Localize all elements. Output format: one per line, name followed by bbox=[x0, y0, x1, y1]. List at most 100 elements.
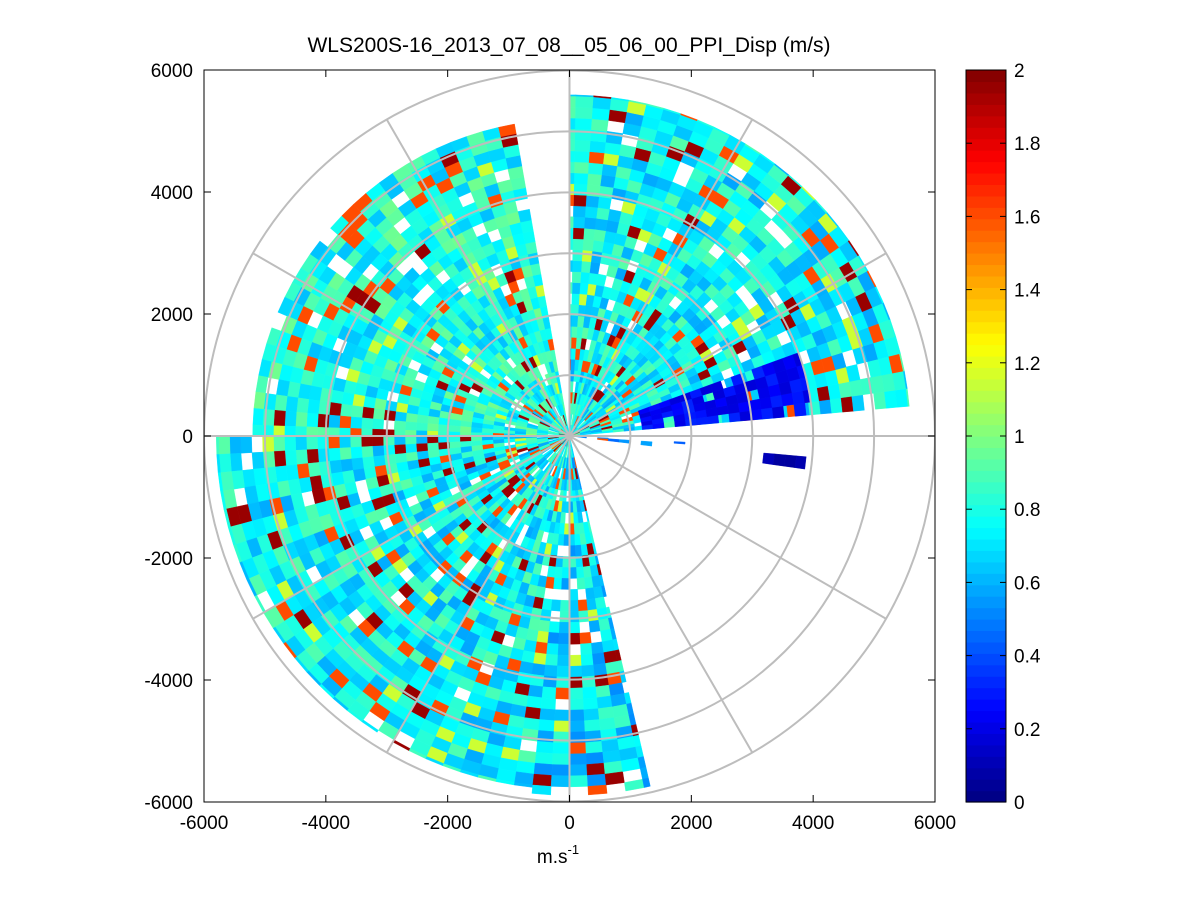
ppi-cell bbox=[588, 151, 605, 165]
ppi-cell bbox=[328, 427, 340, 437]
ppi-cell bbox=[569, 709, 585, 722]
ppi-cell bbox=[328, 402, 342, 417]
polar-grid-spoke bbox=[385, 118, 571, 437]
ppi-cell bbox=[578, 610, 590, 623]
colorbar-bin bbox=[966, 184, 1006, 197]
ppi-cell bbox=[604, 771, 625, 786]
ppi-cell bbox=[541, 686, 557, 700]
ppi-cell bbox=[593, 228, 606, 242]
ppi-cell bbox=[583, 697, 599, 710]
ppi-cell bbox=[607, 208, 622, 223]
ppi-cell bbox=[710, 380, 724, 393]
ppi-cell bbox=[415, 422, 428, 432]
ppi-cell bbox=[552, 753, 570, 766]
ppi-cell bbox=[552, 742, 570, 755]
ppi-cell bbox=[587, 162, 604, 176]
colorbar-bin bbox=[966, 550, 1006, 563]
ppi-cell bbox=[571, 271, 582, 284]
ppi-cell bbox=[329, 459, 343, 474]
colorbar-bin bbox=[966, 584, 1006, 597]
ppi-cell bbox=[273, 425, 285, 437]
colorbar-bin bbox=[966, 767, 1006, 780]
polar-grid-spoke bbox=[568, 435, 754, 754]
colorbar-bin bbox=[966, 744, 1006, 757]
colorbar-tick-label: 0 bbox=[1014, 793, 1025, 814]
colorbar-bin bbox=[966, 115, 1006, 128]
ppi-cell bbox=[361, 719, 379, 733]
ppi-cell bbox=[577, 599, 589, 612]
ppi-cell bbox=[328, 414, 341, 429]
colorbar-bin bbox=[966, 150, 1006, 163]
ppi-cell bbox=[361, 417, 374, 430]
colorbar-bin bbox=[966, 733, 1006, 746]
ppi-cell bbox=[642, 777, 651, 788]
y-tick-label: 4000 bbox=[151, 183, 193, 204]
ppi-cell bbox=[557, 643, 570, 656]
ppi-cell bbox=[349, 435, 362, 448]
ppi-cell bbox=[581, 249, 593, 263]
ppi-cell bbox=[554, 709, 570, 722]
colorbar-bin bbox=[966, 344, 1006, 357]
ppi-cell bbox=[449, 418, 462, 427]
y-axis: 6000 4000 2000 0 -2000 -4000 -6000 bbox=[144, 61, 935, 814]
ppi-cell bbox=[416, 414, 429, 424]
colorbar-tick-label: 1.8 bbox=[1014, 134, 1040, 155]
ppi-cell bbox=[550, 775, 570, 788]
ppi-cell bbox=[524, 706, 542, 720]
ppi-cell bbox=[274, 465, 289, 483]
ppi-cell bbox=[585, 195, 600, 208]
ppi-cell bbox=[415, 435, 428, 445]
colorbar-bin bbox=[966, 424, 1006, 437]
ppi-cell bbox=[362, 456, 375, 469]
ppi-cell bbox=[593, 663, 608, 677]
ppi-cell bbox=[534, 641, 548, 655]
colorbar-bin bbox=[966, 298, 1006, 311]
colorbar-tick-label: 2 bbox=[1014, 61, 1025, 82]
ppi-cell bbox=[539, 708, 556, 721]
ppi-cell bbox=[339, 403, 353, 418]
ppi-cell bbox=[579, 271, 590, 284]
y-tick-label: -4000 bbox=[144, 671, 193, 692]
colorbar-bin bbox=[966, 413, 1006, 426]
ppi-cell bbox=[556, 665, 570, 678]
ppi-cell bbox=[273, 450, 287, 468]
ppi-cell bbox=[571, 315, 579, 327]
ppi-cell bbox=[545, 576, 555, 589]
ppi-cell bbox=[576, 566, 585, 579]
ppi-cell bbox=[569, 742, 587, 755]
ppi-cell bbox=[591, 641, 605, 655]
ppi-cell bbox=[569, 665, 583, 678]
ppi-cell bbox=[570, 359, 576, 371]
ppi-cell bbox=[540, 697, 556, 710]
ppi-cell bbox=[218, 435, 231, 455]
ppi-cell bbox=[583, 216, 597, 230]
ppi-cell bbox=[784, 454, 797, 468]
colorbar-bin bbox=[966, 607, 1006, 620]
ppi-cell bbox=[531, 784, 552, 796]
ppi-cell bbox=[582, 686, 598, 700]
ppi-cell bbox=[251, 451, 265, 470]
colorbar-bin bbox=[966, 81, 1006, 94]
ppi-cell bbox=[728, 411, 741, 423]
ppi-cell bbox=[558, 632, 570, 645]
ppi-cell bbox=[572, 216, 586, 229]
colorbar-bin bbox=[966, 275, 1006, 288]
colorbar-bin bbox=[966, 630, 1006, 643]
ppi-cell bbox=[372, 455, 386, 468]
ppi-cell bbox=[284, 450, 298, 467]
ppi-cell bbox=[818, 399, 832, 415]
ppi-cell bbox=[569, 589, 579, 601]
x-tick-label: -4000 bbox=[302, 813, 351, 834]
ppi-cell bbox=[599, 174, 616, 188]
ppi-cell bbox=[884, 389, 898, 409]
ppi-cell bbox=[592, 96, 612, 110]
ppi-cell bbox=[590, 118, 609, 132]
ppi-cell bbox=[572, 249, 583, 262]
ppi-cell bbox=[330, 215, 349, 235]
ppi-cell bbox=[597, 196, 612, 210]
ppi-cell bbox=[574, 117, 592, 130]
ppi-cell bbox=[533, 762, 553, 776]
ppi-cell bbox=[215, 435, 220, 455]
y-tick-label: -2000 bbox=[144, 549, 193, 570]
